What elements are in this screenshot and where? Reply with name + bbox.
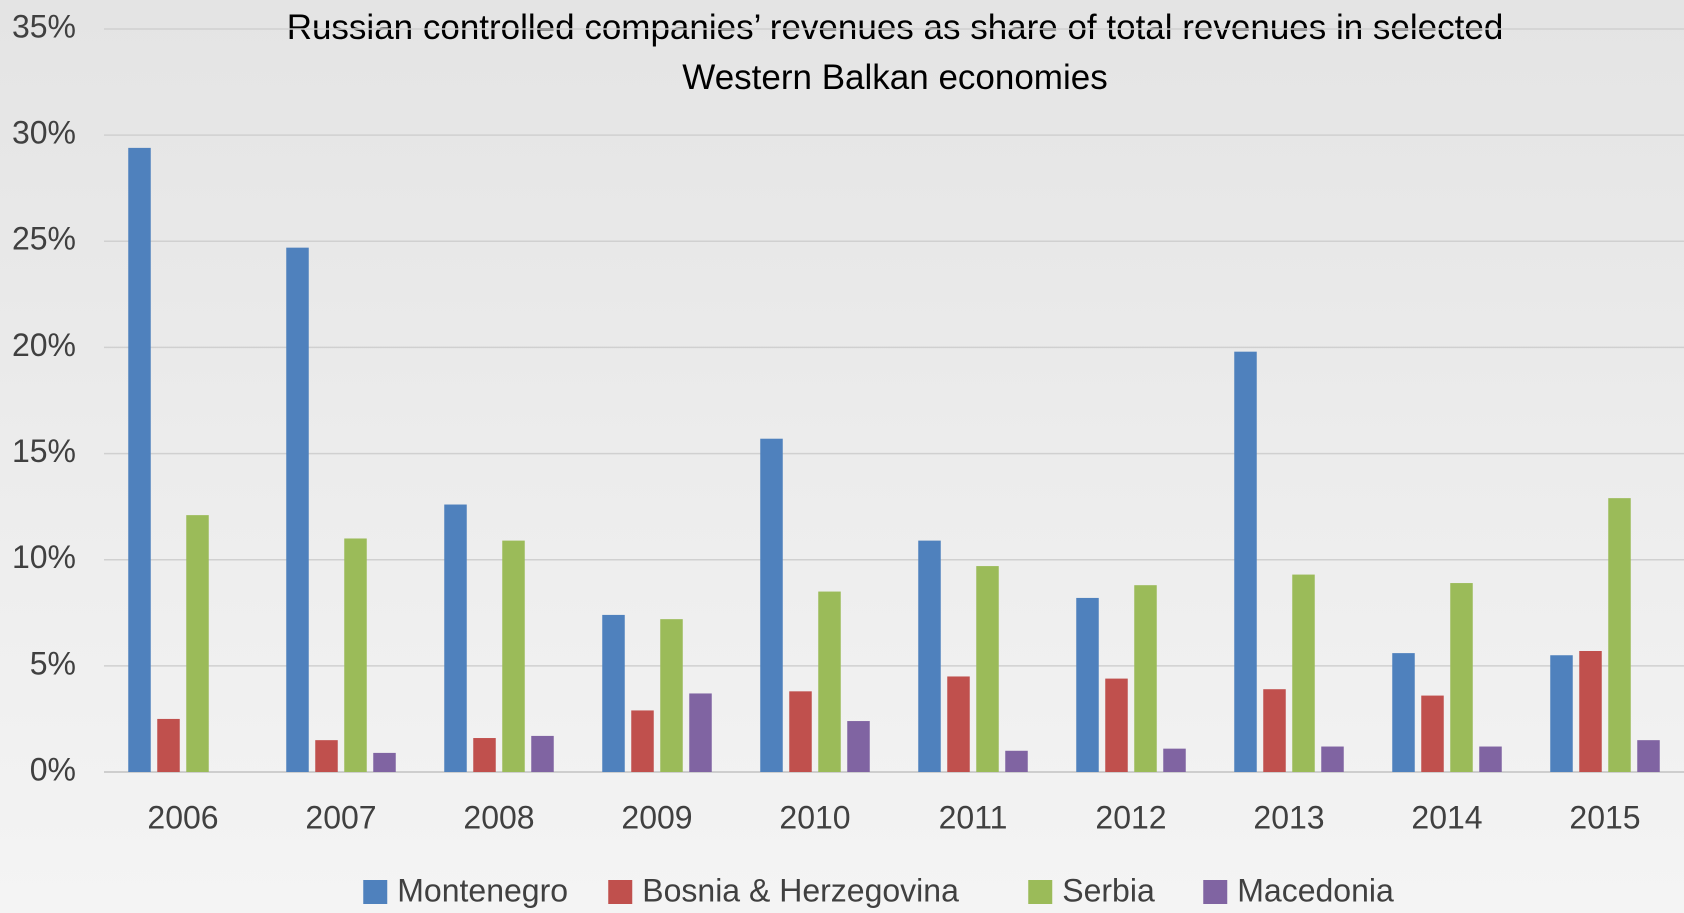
bar (976, 566, 999, 772)
x-tick-label: 2012 (1095, 799, 1166, 835)
bar (660, 619, 683, 772)
y-tick-label: 25% (12, 221, 76, 257)
bar (1292, 574, 1315, 772)
legend-swatch (1203, 880, 1228, 904)
title-line: Russian controlled companies’ revenues a… (287, 8, 1504, 47)
bar (315, 740, 338, 772)
bar (789, 691, 812, 772)
bar (286, 247, 309, 772)
bar (689, 693, 712, 772)
x-tick-label: 2015 (1569, 799, 1640, 835)
bar (1163, 748, 1186, 772)
x-tick-label: 2007 (305, 799, 376, 835)
bar (344, 538, 367, 772)
legend-swatch (608, 880, 633, 904)
bar (373, 752, 396, 772)
bar (1321, 746, 1344, 772)
legend-label: Montenegro (397, 872, 568, 908)
x-tick-label: 2006 (147, 799, 218, 835)
y-tick-label: 0% (30, 751, 76, 787)
x-tick-label: 2011 (939, 799, 1008, 835)
bar (1134, 585, 1157, 772)
bar (760, 438, 783, 772)
bar (818, 591, 841, 772)
x-tick-label: 2013 (1253, 799, 1324, 835)
bar (631, 710, 654, 772)
bar (1392, 653, 1415, 772)
y-tick-label: 30% (12, 115, 76, 151)
bar (444, 504, 467, 772)
bar (1076, 597, 1099, 772)
legend-swatch (1028, 880, 1053, 904)
bar (1234, 351, 1257, 772)
title-line: Western Balkan economies (682, 58, 1107, 97)
bar (1479, 746, 1502, 772)
chart-title: Russian controlled companies’ revenues a… (287, 8, 1504, 97)
bar (128, 147, 151, 772)
bar (1637, 740, 1660, 772)
bar (1450, 583, 1473, 772)
x-tick-label: 2014 (1411, 799, 1482, 835)
bar (473, 738, 496, 772)
bar (1105, 678, 1128, 772)
y-tick-label: 20% (12, 327, 76, 363)
bar (1263, 689, 1286, 772)
legend-label: Serbia (1062, 872, 1155, 908)
legend-swatch (363, 880, 388, 904)
x-tick-label: 2009 (621, 799, 692, 835)
x-tick-label: 2010 (779, 799, 850, 835)
y-tick-label: 10% (12, 539, 76, 575)
legend-label: Macedonia (1237, 872, 1394, 908)
x-tick-label: 2008 (463, 799, 534, 835)
bar (1005, 750, 1028, 772)
y-tick-label: 5% (30, 645, 76, 681)
bar (847, 721, 870, 772)
bar (1550, 655, 1573, 772)
legend-label: Bosnia & Herzegovina (642, 872, 959, 908)
bar (1579, 650, 1602, 772)
bar (186, 515, 209, 772)
bar (1421, 695, 1444, 772)
bar (602, 614, 625, 772)
bar (157, 718, 180, 772)
bar (531, 735, 554, 772)
y-tick-label: 15% (12, 433, 76, 469)
bar (918, 540, 941, 772)
y-tick-label: 35% (12, 8, 76, 44)
bar (502, 540, 525, 772)
bar (947, 676, 970, 772)
bar (1608, 498, 1631, 772)
